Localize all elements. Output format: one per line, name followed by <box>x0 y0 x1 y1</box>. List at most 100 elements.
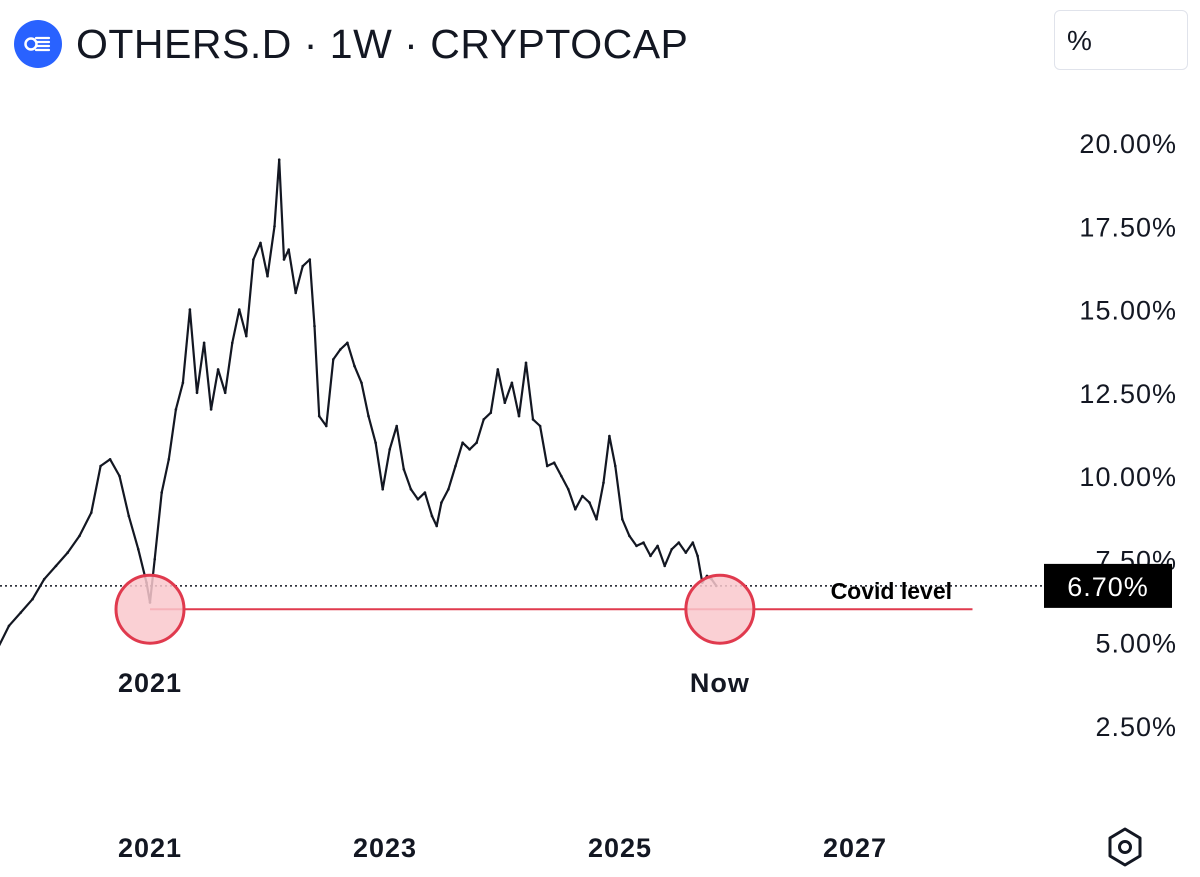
price-point <box>454 464 457 468</box>
price-point <box>628 534 631 538</box>
price-point <box>574 508 577 511</box>
price-point <box>684 551 688 554</box>
price-point <box>440 501 443 504</box>
price-point <box>294 291 298 295</box>
price-point <box>313 324 316 328</box>
price-point <box>614 464 617 468</box>
price-point <box>642 541 645 544</box>
price-point <box>188 308 192 311</box>
price-point <box>381 488 385 491</box>
price-point <box>663 564 666 568</box>
price-point <box>447 488 450 491</box>
price-point <box>127 514 131 518</box>
y-tick-label: 12.50% <box>1079 379 1177 409</box>
price-point <box>42 577 46 581</box>
price-point <box>468 448 471 451</box>
price-point <box>174 408 178 411</box>
price-point <box>99 464 102 468</box>
x-tick-label: 2021 <box>118 833 182 863</box>
price-point <box>435 524 439 528</box>
price-point <box>231 341 234 345</box>
price-point <box>273 225 276 228</box>
percent-scale-button[interactable]: % <box>1054 10 1188 70</box>
price-point <box>266 274 269 278</box>
cryptocap-logo-icon <box>14 20 62 68</box>
price-point <box>374 441 377 445</box>
price-point <box>588 501 591 504</box>
price-point <box>202 341 206 345</box>
price-point <box>90 511 93 514</box>
price-series-line <box>0 158 718 647</box>
price-point <box>656 544 659 548</box>
circle-label-2021: 2021 <box>118 668 182 698</box>
price-point <box>216 368 220 371</box>
x-tick-label: 2023 <box>353 833 417 863</box>
price-point <box>325 424 328 428</box>
price-point <box>137 548 140 551</box>
y-tick-label: 17.50% <box>1079 212 1177 242</box>
price-point <box>552 461 556 465</box>
price-point <box>517 414 521 418</box>
price-point <box>108 458 112 461</box>
price-point <box>677 541 681 544</box>
price-point <box>531 418 535 421</box>
price-point <box>360 381 363 385</box>
price-point <box>430 514 434 518</box>
price-point <box>195 391 199 395</box>
y-tick-label: 5.00% <box>1095 629 1177 659</box>
price-point <box>19 611 23 614</box>
price-point <box>259 241 262 245</box>
x-tick-label: 2025 <box>588 833 652 863</box>
price-point <box>66 551 69 554</box>
price-point <box>181 381 185 385</box>
price-point <box>503 401 507 405</box>
highlight-circle-2021 <box>114 573 186 645</box>
price-point <box>496 368 500 371</box>
price-point <box>367 414 370 418</box>
price-point <box>489 411 493 415</box>
price-point <box>301 264 305 268</box>
price-point <box>277 158 281 161</box>
price-point <box>167 458 171 461</box>
price-point <box>78 534 81 538</box>
y-tick-label: 2.50% <box>1095 712 1177 742</box>
price-point <box>510 381 514 385</box>
price-point <box>282 258 286 261</box>
price-point <box>238 308 241 311</box>
x-tick-label: 2027 <box>823 833 887 863</box>
price-point <box>649 554 652 558</box>
price-point <box>153 558 156 561</box>
price-point <box>524 361 528 365</box>
price-point <box>461 441 464 445</box>
price-point <box>538 424 542 428</box>
price-point <box>223 391 227 395</box>
price-point <box>317 414 321 418</box>
price-point <box>209 408 213 411</box>
price-point <box>560 474 563 478</box>
price-point <box>252 258 255 261</box>
chart-title: OTHERS.D · 1W · CRYPTOCAP <box>76 20 689 67</box>
price-point <box>608 434 611 438</box>
price-point <box>545 464 549 468</box>
price-point <box>567 488 570 491</box>
price-point <box>482 418 486 421</box>
circle-label-now: Now <box>690 668 750 698</box>
chart-header: OTHERS.D · 1W · CRYPTOCAP <box>14 14 688 74</box>
price-point <box>388 448 392 451</box>
price-point <box>287 248 291 251</box>
price-point <box>245 334 248 338</box>
price-point <box>402 468 406 471</box>
current-value-badge <box>1044 563 1172 608</box>
price-point <box>395 424 399 428</box>
chart-settings-button[interactable] <box>1104 826 1146 868</box>
y-tick-label: 10.00% <box>1079 462 1177 492</box>
price-point <box>691 541 695 544</box>
highlight-circle-now <box>684 573 756 645</box>
y-tick-label: 20.00% <box>1079 129 1177 159</box>
covid-level-label: Covid level <box>831 578 952 604</box>
price-point <box>409 488 413 491</box>
price-point <box>581 494 584 498</box>
price-point <box>423 491 427 494</box>
price-point <box>54 564 58 568</box>
